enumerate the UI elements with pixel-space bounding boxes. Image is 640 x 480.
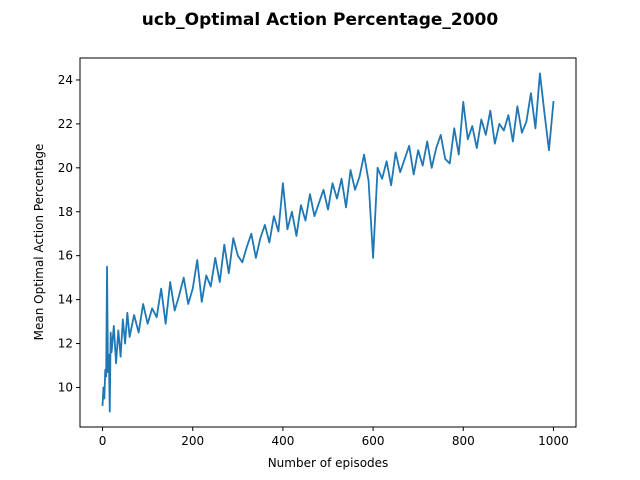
y-tick-label: 22: [58, 117, 73, 131]
y-tick-label: 16: [58, 249, 73, 263]
y-tick-label: 18: [58, 205, 73, 219]
y-axis-label: Mean Optimal Action Percentage: [32, 144, 46, 341]
x-tick-label: 400: [271, 434, 294, 448]
plot-frame: [79, 57, 577, 428]
y-tick-label: 12: [58, 337, 73, 351]
x-tick-label: 800: [452, 434, 475, 448]
y-tick-label: 24: [58, 73, 73, 87]
y-tick-label: 10: [58, 380, 73, 394]
x-tick-label: 200: [181, 434, 204, 448]
y-tick-label: 14: [58, 293, 73, 307]
series-line-0: [101, 72, 555, 413]
x-tick-label: 1000: [538, 434, 569, 448]
y-tick-label: 20: [58, 161, 73, 175]
plot-area: 0 200 400 600 800 1000 10 12 14 16 18 20 22 24: [58, 57, 577, 448]
x-axis-label: Number of episodes: [268, 456, 389, 470]
x-tick-label: 0: [99, 434, 107, 448]
chart-title: ucb_Optimal Action Percentage_2000: [142, 10, 499, 30]
x-tick-label: 600: [362, 434, 385, 448]
